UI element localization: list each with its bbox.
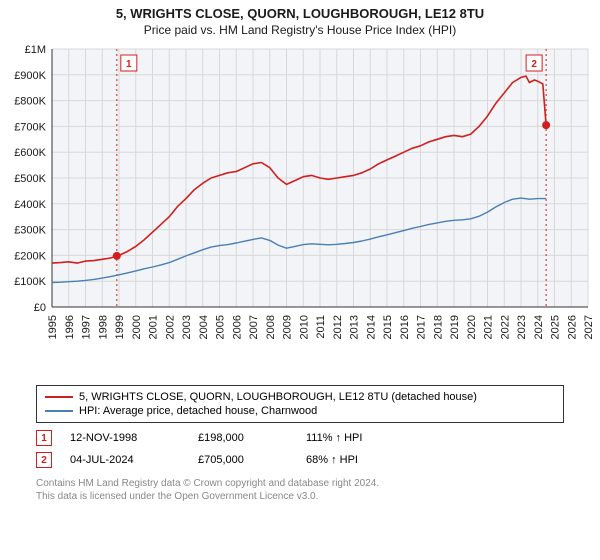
svg-text:2020: 2020 [466, 315, 478, 339]
svg-text:2011: 2011 [315, 315, 327, 339]
event-price: £198,000 [198, 432, 288, 444]
legend-label: 5, WRIGHTS CLOSE, QUORN, LOUGHBOROUGH, L… [79, 391, 477, 403]
footer-line-1: Contains HM Land Registry data © Crown c… [36, 477, 564, 490]
chart-subtitle: Price paid vs. HM Land Registry's House … [0, 23, 600, 37]
svg-text:2002: 2002 [164, 315, 176, 339]
svg-text:£900K: £900K [14, 70, 46, 82]
svg-text:2026: 2026 [566, 315, 578, 339]
svg-text:£800K: £800K [14, 96, 46, 108]
svg-text:2016: 2016 [399, 315, 411, 339]
svg-text:1995: 1995 [47, 315, 59, 339]
svg-text:1997: 1997 [81, 315, 93, 339]
svg-text:2024: 2024 [533, 315, 545, 339]
svg-text:2019: 2019 [449, 315, 461, 339]
svg-text:2012: 2012 [332, 315, 344, 339]
svg-text:2: 2 [531, 59, 537, 70]
chart-title: 5, WRIGHTS CLOSE, QUORN, LOUGHBOROUGH, L… [0, 6, 600, 21]
event-row: 1 12-NOV-1998 £198,000 111% ↑ HPI [36, 427, 564, 449]
svg-text:2003: 2003 [181, 315, 193, 339]
event-table: 1 12-NOV-1998 £198,000 111% ↑ HPI 2 04-JUL-20… [36, 427, 564, 471]
svg-text:2000: 2000 [131, 315, 143, 339]
legend: 5, WRIGHTS CLOSE, QUORN, LOUGHBOROUGH, L… [36, 385, 564, 423]
svg-text:2025: 2025 [550, 315, 562, 339]
svg-text:2022: 2022 [499, 315, 511, 339]
svg-text:2007: 2007 [248, 315, 260, 339]
event-date: 04-JUL-2024 [70, 454, 180, 466]
svg-text:2008: 2008 [265, 315, 277, 339]
event-marker: 1 [36, 430, 52, 446]
legend-row: 5, WRIGHTS CLOSE, QUORN, LOUGHBOROUGH, L… [45, 390, 555, 404]
svg-text:2010: 2010 [298, 315, 310, 339]
svg-text:£100K: £100K [14, 276, 46, 288]
svg-text:1999: 1999 [114, 315, 126, 339]
event-row: 2 04-JUL-2024 £705,000 68% ↑ HPI [36, 449, 564, 471]
svg-text:2014: 2014 [365, 315, 377, 339]
svg-text:1996: 1996 [64, 315, 76, 339]
svg-text:£700K: £700K [14, 121, 46, 133]
svg-text:£600K: £600K [14, 147, 46, 159]
event-pct: 111% ↑ HPI [306, 432, 396, 444]
svg-text:2006: 2006 [231, 315, 243, 339]
footer-attribution: Contains HM Land Registry data © Crown c… [36, 477, 564, 503]
svg-text:2015: 2015 [382, 315, 394, 339]
footer-line-2: This data is licensed under the Open Gov… [36, 490, 564, 503]
legend-row: HPI: Average price, detached house, Char… [45, 404, 555, 418]
svg-text:2013: 2013 [349, 315, 361, 339]
svg-text:2023: 2023 [516, 315, 528, 339]
line-chart-svg: £0 £100K £200K £300K £400K £500K £600K £700K £80… [0, 39, 600, 379]
svg-text:£500K: £500K [14, 173, 46, 185]
svg-text:£1M: £1M [25, 44, 46, 56]
svg-text:2017: 2017 [416, 315, 428, 339]
svg-text:2009: 2009 [282, 315, 294, 339]
svg-text:2027: 2027 [583, 315, 595, 339]
event-marker: 2 [36, 452, 52, 468]
event-date: 12-NOV-1998 [70, 432, 180, 444]
svg-text:2004: 2004 [198, 315, 210, 339]
svg-text:£200K: £200K [14, 250, 46, 262]
event-pct: 68% ↑ HPI [306, 454, 396, 466]
svg-text:2005: 2005 [215, 315, 227, 339]
svg-text:2001: 2001 [148, 315, 160, 339]
event-price: £705,000 [198, 454, 288, 466]
svg-text:1: 1 [126, 59, 132, 70]
svg-text:£400K: £400K [14, 199, 46, 211]
legend-swatch [45, 396, 73, 398]
chart-area: £0 £100K £200K £300K £400K £500K £600K £700K £80… [0, 39, 600, 379]
legend-swatch [45, 410, 73, 412]
legend-label: HPI: Average price, detached house, Char… [79, 405, 317, 417]
svg-text:£300K: £300K [14, 225, 46, 237]
svg-text:1998: 1998 [97, 315, 109, 339]
svg-text:2018: 2018 [432, 315, 444, 339]
svg-text:£0: £0 [34, 302, 46, 314]
svg-text:2021: 2021 [483, 315, 495, 339]
